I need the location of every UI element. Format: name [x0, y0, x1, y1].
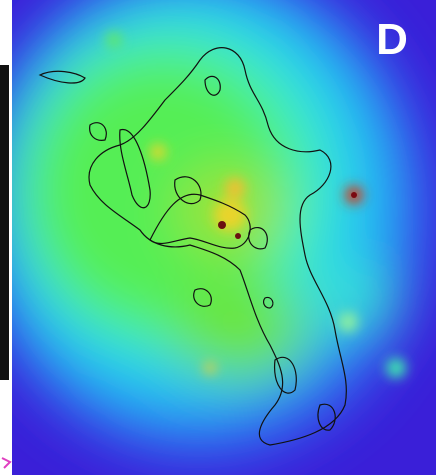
panel-label: D: [376, 15, 408, 64]
left-edge-bar: [0, 65, 9, 380]
image-panel: D: [0, 0, 436, 475]
page: D (() => { const data = JSON.parse(docum…: [0, 0, 436, 475]
